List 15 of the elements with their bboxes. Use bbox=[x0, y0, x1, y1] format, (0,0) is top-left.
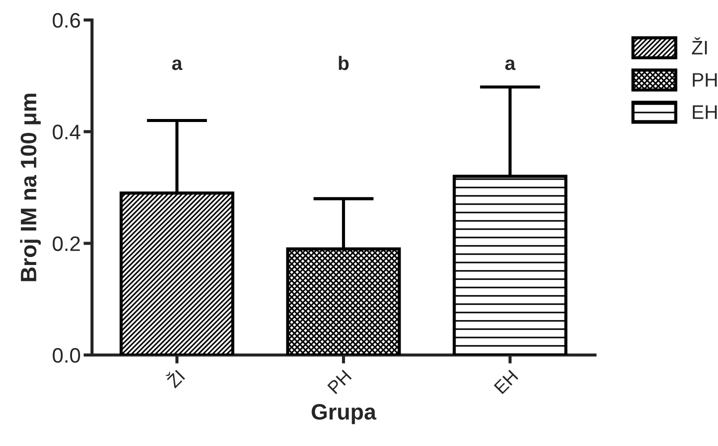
y-tick-label: 0.6 bbox=[52, 13, 80, 28]
x-axis-title: Grupa bbox=[312, 404, 376, 424]
y-tick-label: 0.2 bbox=[52, 236, 80, 252]
legend-label: PH bbox=[692, 73, 717, 87]
x-tick-label: EH bbox=[494, 370, 518, 394]
y-tick-label: 0.4 bbox=[52, 124, 80, 140]
annotation: a bbox=[172, 59, 182, 70]
y-tick-label: 0.0 bbox=[52, 348, 80, 363]
y-axis-title: Broj IM na 100 μm bbox=[20, 94, 41, 282]
annotation: a bbox=[505, 59, 516, 70]
legend-label: EH bbox=[692, 105, 717, 119]
x-tick-label: PH bbox=[327, 370, 352, 394]
x-tick-label: ŽI bbox=[164, 367, 186, 388]
annotation: b bbox=[338, 56, 349, 70]
legend-label: ŽI bbox=[692, 37, 707, 54]
